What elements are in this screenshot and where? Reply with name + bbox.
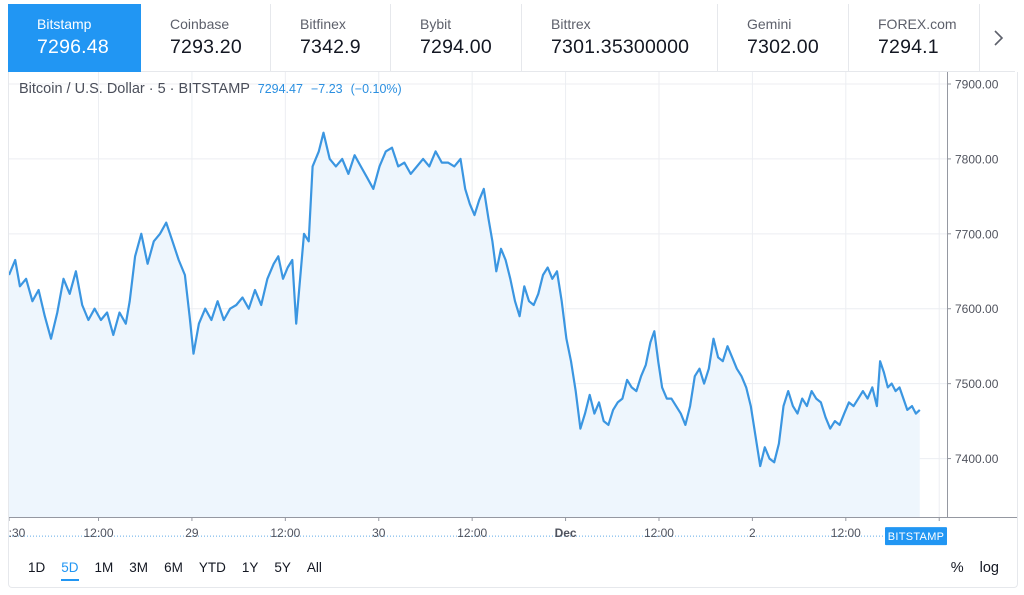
exchange-name: Bitstamp <box>37 16 92 32</box>
y-tick-label: 7400.00 <box>955 452 999 466</box>
exchange-price: 7342.9 <box>300 36 361 58</box>
y-tick-label: 7800.00 <box>955 152 999 166</box>
range-1y[interactable]: 1Y <box>241 560 259 575</box>
percent-scale-button[interactable]: % <box>950 560 964 576</box>
chart-legend: Bitcoin / U.S. Dollar · 5 · BITSTAMP 729… <box>19 81 402 97</box>
exchange-tab-bitfinex[interactable]: Bitfinex 7342.9 <box>271 4 391 72</box>
range-3m[interactable]: 3M <box>129 560 149 575</box>
exchange-price: 7296.48 <box>37 36 109 58</box>
exchange-price: 7293.20 <box>170 36 242 58</box>
last-price: 7294.47 <box>257 82 303 96</box>
price-line <box>9 131 921 468</box>
exchange-tab-bar: Bitstamp 7296.48 Coinbase 7293.20 Bitfinex 73… <box>8 4 1018 72</box>
chart-panel: 7400.00 7500.00 7600.00 7700.00 7800.00 7900.… <box>8 72 1018 588</box>
exchange-name: Gemini <box>747 16 792 32</box>
x-tick-label: 0:30 <box>9 526 26 540</box>
date-range-selector: 1D 5D 1M 3M 6M YTD 1Y 5Y All <box>20 557 330 581</box>
x-tick-day-label: 2 <box>749 526 756 540</box>
price-label-tag <box>885 527 947 546</box>
exchange-tab-forex-com[interactable]: FOREX.com 7294.1 <box>849 4 980 72</box>
range-5d[interactable]: 5D <box>53 557 86 581</box>
exchange-name: Bybit <box>420 16 452 32</box>
range-6m[interactable]: 6M <box>164 560 183 575</box>
exchange-tab-bittrex[interactable]: Bittrex 7301.35300000 <box>522 4 718 72</box>
exchange-tab-bybit[interactable]: Bybit 7294.00 <box>391 4 522 72</box>
scale-options: % log <box>943 560 1007 576</box>
x-tick-day-label: 29 <box>185 526 199 540</box>
y-tick-label: 7900.00 <box>955 77 999 91</box>
chevron-right-icon <box>993 29 1003 46</box>
exchange-name: FOREX.com <box>878 16 957 32</box>
price-area <box>9 132 920 517</box>
exchange-tab-bitstamp[interactable]: Bitstamp 7296.48 <box>8 4 141 72</box>
range-toolbar: 1D 5D 1M 3M 6M YTD 1Y 5Y All % log <box>9 549 1017 587</box>
exchange-name: Coinbase <box>170 16 230 32</box>
price-chart[interactable]: 7400.00 7500.00 7600.00 7700.00 7800.00 7900.… <box>9 72 1017 549</box>
exchange-price: 7302.00 <box>747 36 819 58</box>
x-tick-label: 12:00 <box>270 526 300 540</box>
exchange-price: 7294.1 <box>878 36 939 58</box>
exchange-tab-coinbase[interactable]: Coinbase 7293.20 <box>141 4 271 72</box>
x-tick-label: 12:00 <box>84 526 114 540</box>
price-change: −7.23 <box>310 82 343 96</box>
x-tick-label: 12:00 <box>644 526 674 540</box>
scroll-right-button[interactable] <box>980 4 1015 72</box>
log-scale-button[interactable]: log <box>979 560 999 576</box>
y-tick-label: 7500.00 <box>955 377 999 391</box>
price-change-percent: (−0.10%) <box>350 82 402 96</box>
range-1m[interactable]: 1M <box>94 560 114 575</box>
range-5y[interactable]: 5Y <box>274 560 291 575</box>
price-label-text: BITSTAMP <box>888 531 945 543</box>
x-tick-day-label: Dec <box>555 526 577 540</box>
y-tick-label: 7700.00 <box>955 227 999 241</box>
exchange-price: 7301.35300000 <box>551 36 690 58</box>
range-all[interactable]: All <box>306 560 322 575</box>
symbol-title[interactable]: Bitcoin / U.S. Dollar · 5 · BITSTAMP <box>19 81 250 97</box>
exchange-name: Bittrex <box>551 16 591 32</box>
range-1d[interactable]: 1D <box>28 560 46 575</box>
exchange-name: Bitfinex <box>300 16 346 32</box>
x-tick-day-label: 30 <box>372 526 386 540</box>
exchange-tab-gemini[interactable]: Gemini 7302.00 <box>718 4 849 72</box>
range-ytd[interactable]: YTD <box>198 560 226 575</box>
x-tick-label: 12:00 <box>831 526 861 540</box>
y-tick-label: 7600.00 <box>955 302 999 316</box>
exchange-price: 7294.00 <box>420 36 492 58</box>
x-tick-label: 12:00 <box>457 526 487 540</box>
